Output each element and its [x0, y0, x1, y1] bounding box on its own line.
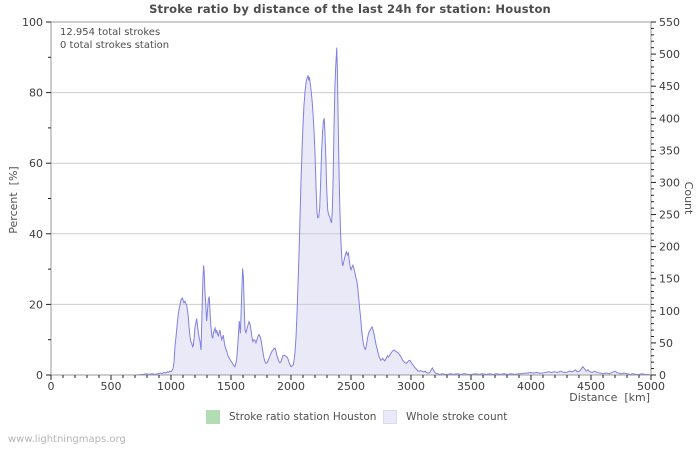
left-tick-label: 100: [22, 16, 43, 29]
legend: Stroke ratio station Houston Whole strok…: [0, 409, 700, 425]
totals-annotation: 12.954 total strokes 0 total strokes sta…: [60, 26, 169, 52]
whole-count-swatch: [383, 409, 397, 424]
left-tick-label: 80: [29, 87, 43, 100]
x-tick-label: 2500: [337, 380, 365, 393]
right-tick-label: 250: [659, 209, 680, 222]
stroke-count-line: [51, 47, 652, 376]
right-tick-label: 450: [659, 80, 680, 93]
stroke-ratio-swatch: [206, 409, 220, 424]
right-tick-label: 350: [659, 144, 680, 157]
y-axis-title-right: Count: [682, 181, 695, 215]
right-tick-label: 50: [659, 337, 673, 350]
left-tick-label: 20: [29, 298, 43, 311]
watermark-text: www.lightningmaps.org: [8, 434, 126, 445]
right-tick-label: 0: [659, 369, 666, 382]
x-tick-label: 2000: [277, 380, 305, 393]
x-tick-label: 4000: [517, 380, 545, 393]
right-tick-label: 400: [659, 112, 680, 125]
left-tick-label: 40: [29, 228, 43, 241]
right-tick-label: 200: [659, 241, 680, 254]
x-axis-title: Distance [km]: [569, 391, 650, 404]
x-tick-label: 500: [101, 380, 122, 393]
x-tick-label: 5000: [637, 380, 665, 393]
right-tick-label: 100: [659, 305, 680, 318]
x-tick-label: 0: [48, 380, 55, 393]
x-tick-label: 3000: [397, 380, 425, 393]
right-tick-label: 300: [659, 176, 680, 189]
legend-item-stroke-ratio: Stroke ratio station Houston: [206, 409, 376, 424]
legend-label-whole-count: Whole stroke count: [406, 410, 508, 423]
stroke-count-area: [51, 47, 651, 376]
x-tick-label: 1000: [157, 380, 185, 393]
station-strokes-text: 0 total strokes station: [60, 40, 170, 51]
y-axis-title-left: Percent [%]: [7, 166, 20, 234]
legend-label-stroke-ratio: Stroke ratio station Houston: [229, 410, 377, 423]
total-strokes-text: 12.954 total strokes: [60, 27, 161, 38]
left-tick-label: 0: [36, 369, 43, 382]
x-tick-label: 1500: [217, 380, 245, 393]
x-tick-label: 3500: [457, 380, 485, 393]
legend-item-whole-count: Whole stroke count: [383, 409, 507, 424]
right-tick-label: 550: [659, 16, 680, 29]
page-title: Stroke ratio by distance of the last 24h…: [149, 2, 551, 16]
right-tick-label: 150: [659, 273, 680, 286]
right-tick-label: 500: [659, 48, 680, 61]
left-tick-label: 60: [29, 157, 43, 170]
x-tick-label: 4500: [577, 380, 605, 393]
